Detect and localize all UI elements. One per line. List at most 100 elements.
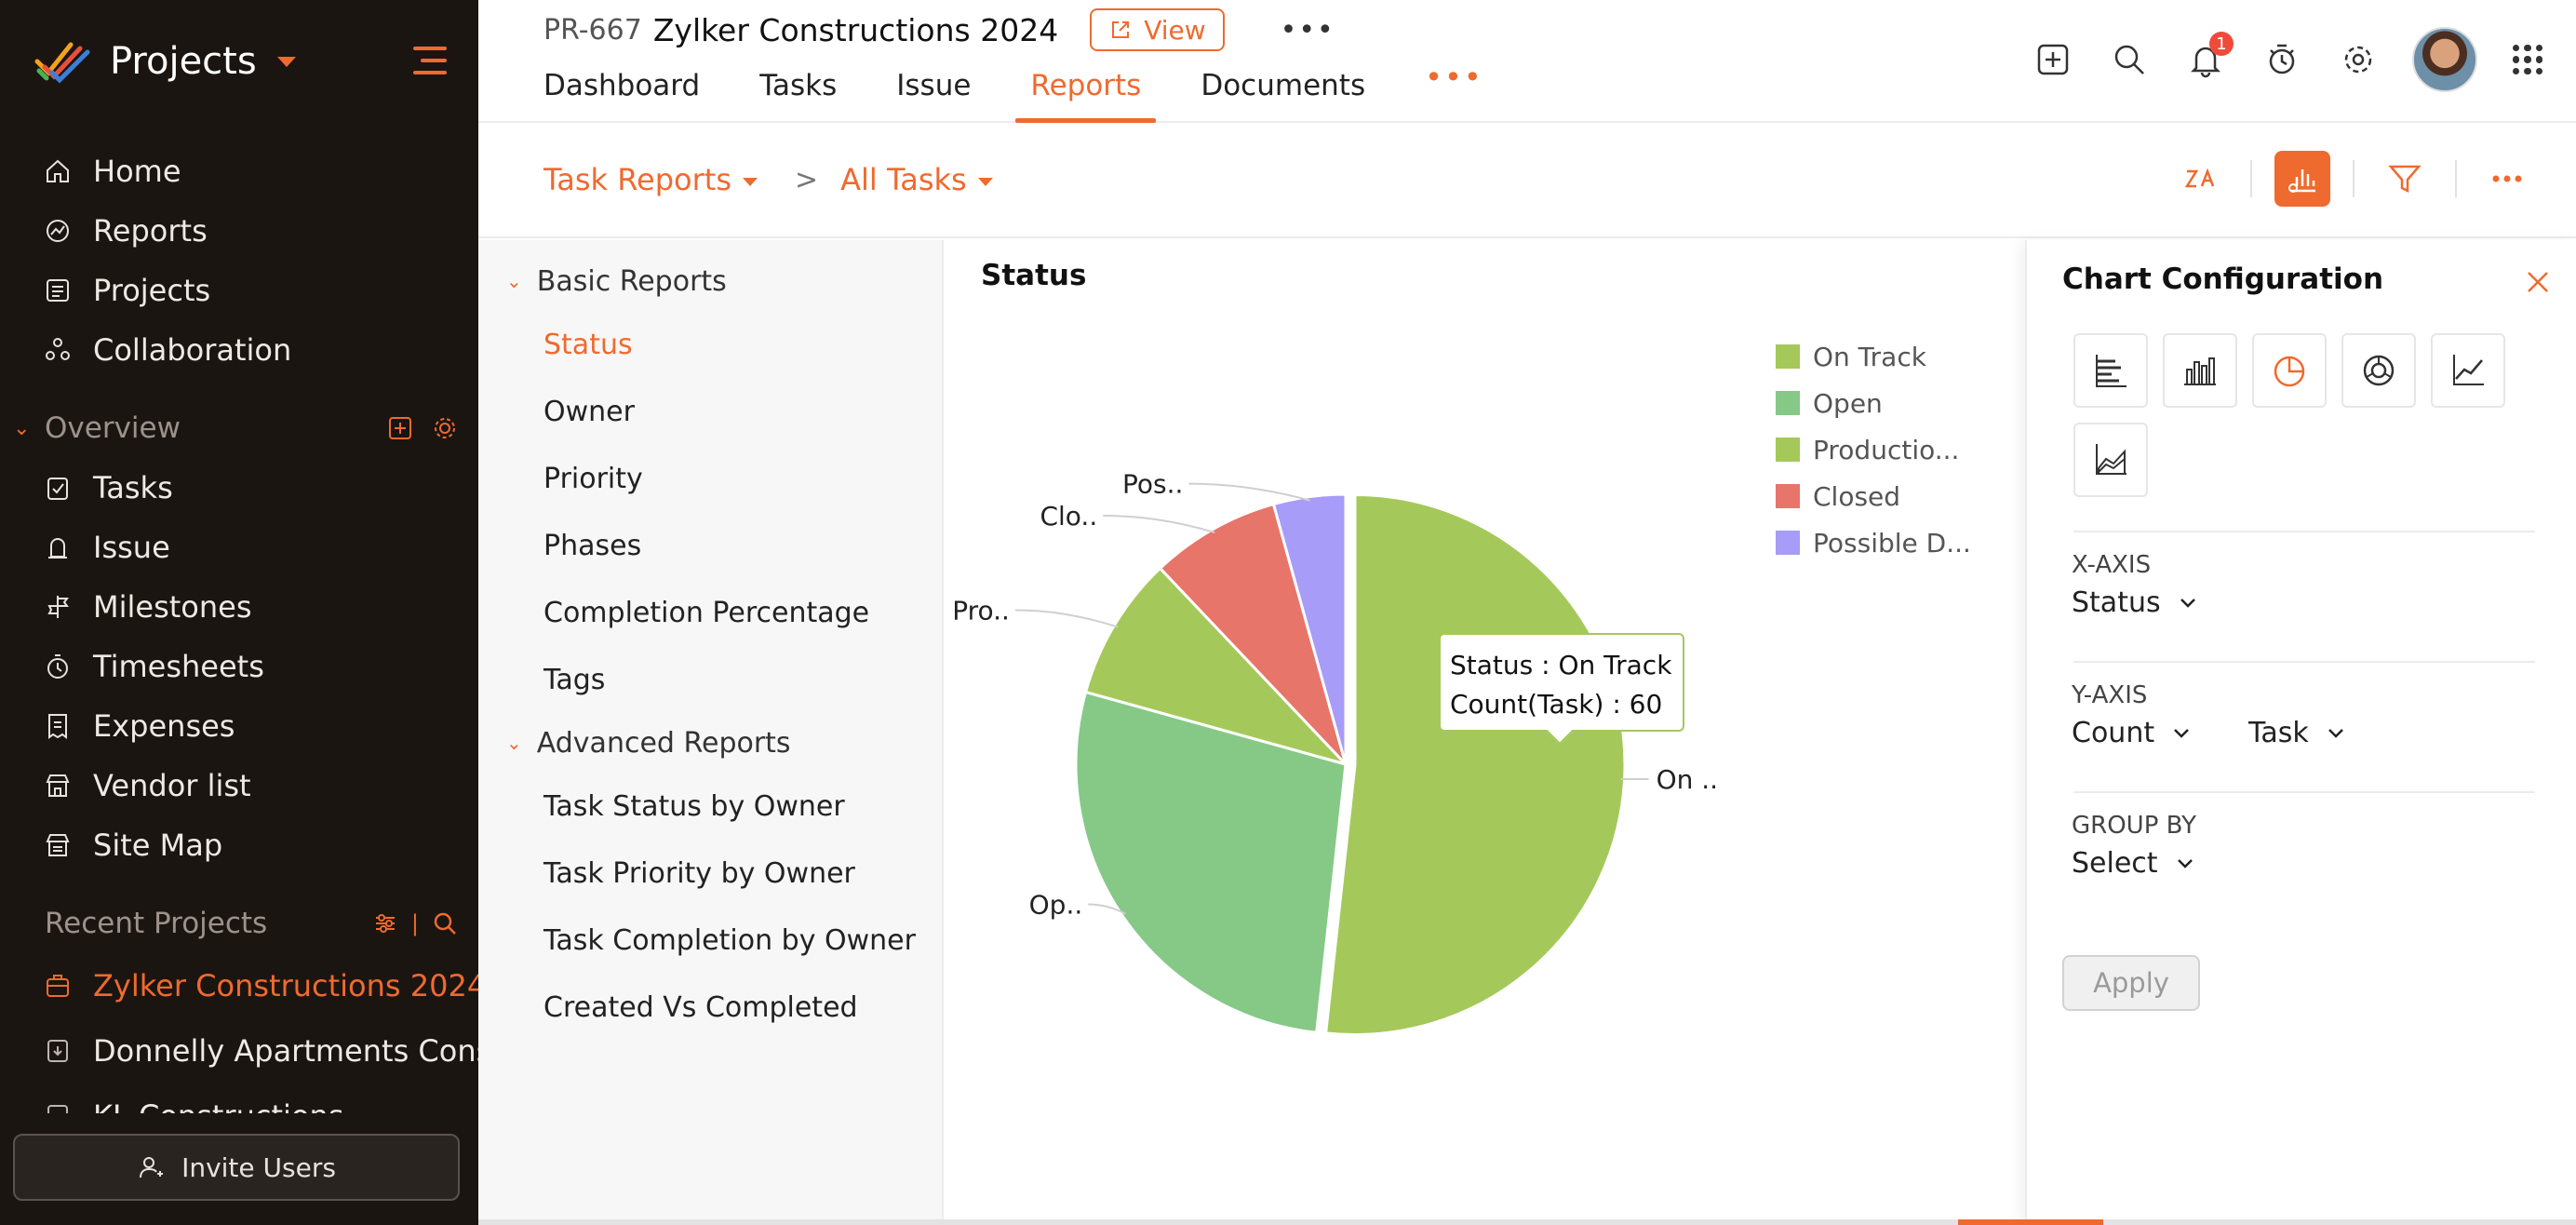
filter-icon <box>2388 165 2422 194</box>
sidebar-item-site-map[interactable]: Site Map <box>0 815 478 875</box>
expenses-icon <box>48 714 67 739</box>
recent-project-label: Donnelly Apartments Cons <box>93 1033 478 1069</box>
bottom-accent <box>1958 1219 2103 1225</box>
filter-sliders-icon[interactable] <box>372 910 398 936</box>
search-icon[interactable] <box>432 910 458 936</box>
view-project-button[interactable]: View <box>1090 8 1225 51</box>
close-icon[interactable] <box>2524 268 2552 296</box>
settings-button[interactable] <box>2340 41 2377 78</box>
sidebar-item-projects[interactable]: Projects <box>0 261 478 320</box>
global-search-button[interactable] <box>2111 41 2148 78</box>
basic-reports-group[interactable]: ⌄ Basic Reports <box>478 251 942 311</box>
legend-item[interactable]: On Track <box>1776 333 1971 380</box>
sidebar-item-issue[interactable]: Issue <box>0 518 478 577</box>
report-item-priority-by-owner[interactable]: Task Priority by Owner <box>543 856 855 890</box>
y-axis-field-select[interactable]: Task <box>2248 717 2348 749</box>
report-item-status[interactable]: Status <box>543 328 633 361</box>
overview-section-header[interactable]: ⌄ Overview <box>0 398 478 458</box>
invite-users-button[interactable]: Invite Users <box>13 1134 460 1201</box>
legend-item[interactable]: Productio... <box>1776 426 1971 473</box>
report-item-phases[interactable]: Phases <box>543 529 642 562</box>
add-icon[interactable] <box>387 415 413 441</box>
report-item-completion-percentage[interactable]: Completion Percentage <box>543 596 870 629</box>
app-switcher[interactable]: Projects <box>34 32 296 91</box>
apps-grid-icon[interactable] <box>2513 45 2542 74</box>
tab-tasks[interactable]: Tasks <box>759 69 838 102</box>
report-item-tags[interactable]: Tags <box>543 663 606 696</box>
sidebar-item-expenses[interactable]: Expenses <box>0 696 478 756</box>
group-label: Advanced Reports <box>536 726 791 760</box>
quick-add-button[interactable] <box>2034 41 2072 78</box>
project-more-button[interactable]: ••• <box>1280 13 1335 47</box>
slice-leader-line <box>1088 903 1126 915</box>
recent-project-item[interactable]: Donnelly Apartments Cons <box>0 1018 478 1084</box>
apply-button[interactable]: Apply <box>2062 955 2200 1011</box>
task-reports-dropdown[interactable]: Task Reports <box>543 162 758 197</box>
report-item-status-by-owner[interactable]: Task Status by Owner <box>543 789 845 823</box>
all-tasks-dropdown[interactable]: All Tasks <box>840 162 993 197</box>
tabs-more-button[interactable]: ••• <box>1425 60 1483 95</box>
tab-dashboard[interactable]: Dashboard <box>543 69 701 102</box>
tab-reports[interactable]: Reports <box>1015 67 1157 123</box>
user-avatar[interactable] <box>2412 27 2477 92</box>
group-by-select[interactable]: Select <box>2072 847 2197 880</box>
sidebar-item-collaboration[interactable]: Collaboration <box>0 320 478 380</box>
menu-collapse-icon[interactable] <box>413 47 447 74</box>
caret-down-icon <box>742 177 758 186</box>
chart-type-area[interactable] <box>2073 423 2148 497</box>
legend-item[interactable]: Open <box>1776 380 1971 426</box>
y-axis-aggregate-select[interactable]: Count <box>2072 717 2194 749</box>
sidebar-item-vendor-list[interactable]: Vendor list <box>0 756 478 815</box>
report-item-owner[interactable]: Owner <box>543 395 635 428</box>
tasks-icon <box>47 478 68 500</box>
notifications-button[interactable]: 1 <box>2187 32 2234 78</box>
sidebar-item-tasks[interactable]: Tasks <box>0 458 478 518</box>
sidebar-item-home[interactable]: Home <box>0 141 478 201</box>
tab-documents[interactable]: Documents <box>1201 69 1366 102</box>
legend-item[interactable]: Closed <box>1776 473 1971 519</box>
report-item-created-vs-completed[interactable]: Created Vs Completed <box>543 990 858 1024</box>
legend-swatch <box>1776 391 1800 415</box>
zia-insights-button[interactable] <box>2172 151 2228 207</box>
more-options-button[interactable] <box>2479 151 2535 207</box>
report-item-priority[interactable]: Priority <box>543 462 643 495</box>
tab-issue[interactable]: Issue <box>896 69 972 102</box>
chart-title: Status <box>981 259 1087 292</box>
sidebar-item-timesheets[interactable]: Timesheets <box>0 637 478 696</box>
sidebar-item-label: Home <box>93 154 181 189</box>
project-name: Zylker Constructions 2024 <box>652 11 1059 48</box>
notification-badge: 1 <box>2209 32 2234 56</box>
chart-type-line[interactable] <box>2431 333 2505 408</box>
pie-slice-possible-delay[interactable] <box>1271 492 1348 765</box>
sidebar: Projects Home Reports Projects Collabora… <box>0 0 478 1225</box>
line-icon <box>2453 355 2484 385</box>
chart-type-pie[interactable] <box>2252 333 2327 408</box>
recent-project-item[interactable]: Zylker Constructions 2024 <box>0 953 478 1018</box>
timesheets-icon <box>47 654 68 679</box>
legend-item[interactable]: Possible D... <box>1776 519 1971 566</box>
chart-type-horizontal-bar[interactable] <box>2073 333 2148 408</box>
timer-button[interactable] <box>2263 41 2301 78</box>
vendor-icon <box>46 774 70 797</box>
pie-slice-on-track[interactable] <box>1323 493 1627 1037</box>
chart-type-donut[interactable] <box>2341 333 2416 408</box>
report-item-completion-by-owner[interactable]: Task Completion by Owner <box>543 923 916 957</box>
slice-label: Clo.. <box>1040 501 1097 532</box>
filter-button[interactable] <box>2377 151 2433 207</box>
projects-icon <box>47 279 69 302</box>
chart-type-vertical-bar[interactable] <box>2163 333 2237 408</box>
chart-config-button[interactable] <box>2274 151 2330 207</box>
sidebar-item-reports[interactable]: Reports <box>0 201 478 261</box>
project-archive-icon <box>47 1040 68 1062</box>
pie-slice-closed[interactable] <box>1158 502 1348 766</box>
project-id: PR-667 <box>543 13 642 47</box>
settings-icon[interactable] <box>432 415 458 441</box>
pie-slice-open[interactable] <box>1074 690 1348 1034</box>
project-title-line: PR-667 Zylker Constructions 2024 View ••… <box>543 8 1335 51</box>
area-icon <box>2096 444 2127 475</box>
advanced-reports-group[interactable]: ⌄ Advanced Reports <box>478 713 942 773</box>
sidebar-item-milestones[interactable]: Milestones <box>0 577 478 637</box>
chevron-down-icon <box>276 56 296 67</box>
x-axis-select[interactable]: Status <box>2072 586 2200 619</box>
report-list-panel: ⌄ Basic Reports Status Owner Priority Ph… <box>478 240 944 1225</box>
